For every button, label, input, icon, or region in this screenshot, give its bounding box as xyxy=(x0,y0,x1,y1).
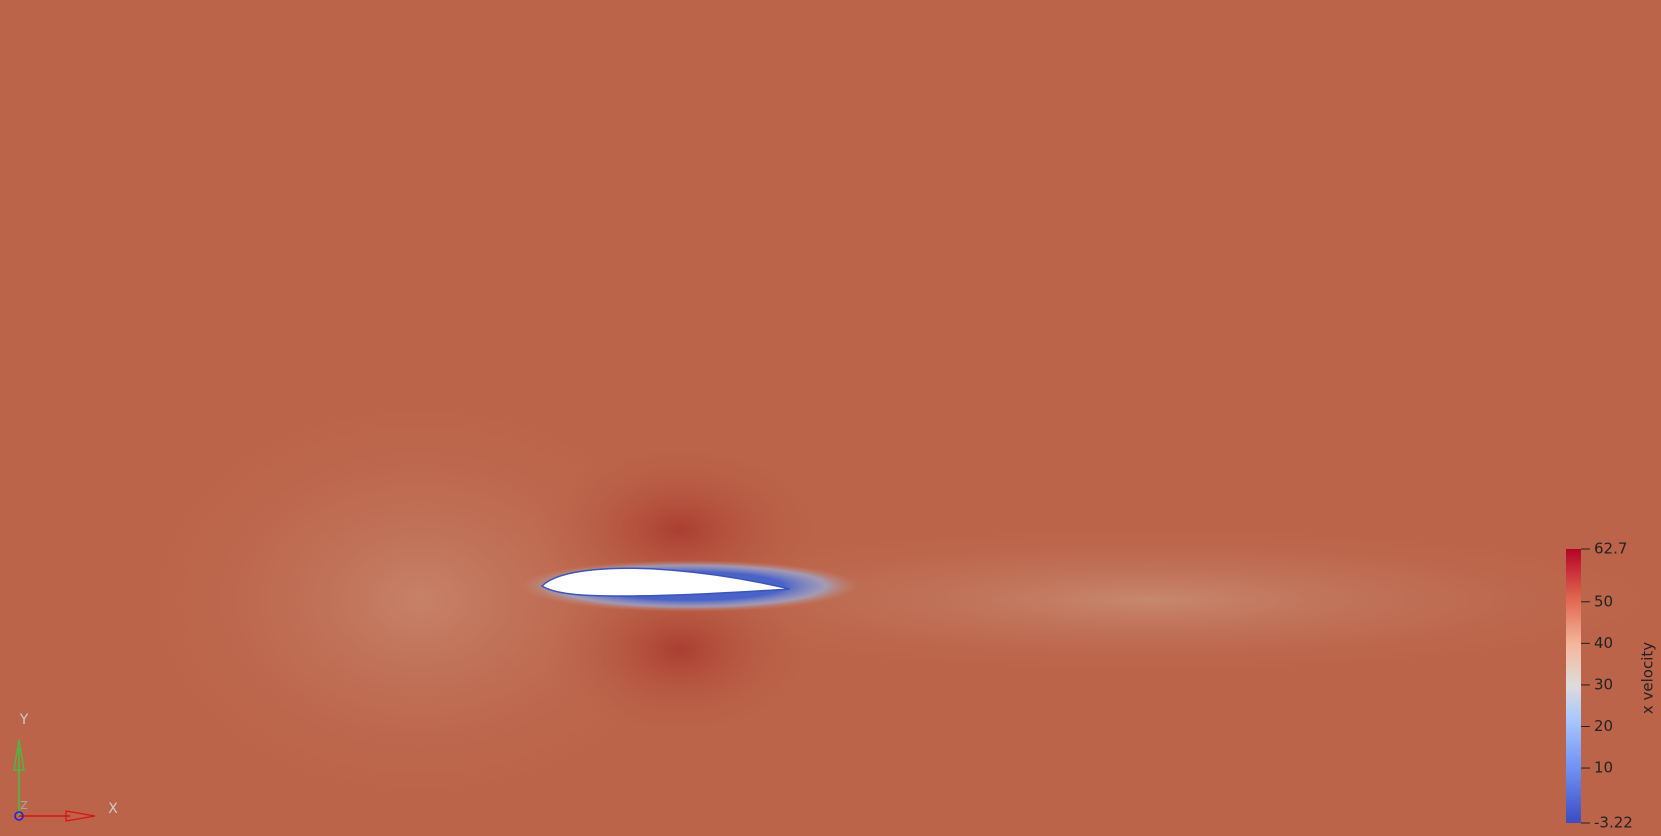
axes-triad: Y X Z xyxy=(13,712,118,822)
x-axis-label: X xyxy=(108,801,118,817)
colorbar-tick-label: 30 xyxy=(1594,675,1613,693)
colorbar-tick-label: 62.7 xyxy=(1594,540,1627,558)
wake xyxy=(590,520,1661,680)
colorbar-title: x velocity xyxy=(1639,642,1657,714)
airfoil xyxy=(540,567,791,597)
x-arrowhead xyxy=(65,810,96,822)
colorbar-tick-label: 10 xyxy=(1594,759,1613,777)
colorbar-tick-label: 40 xyxy=(1594,634,1613,652)
y-arrowhead xyxy=(13,739,25,771)
colorbar-tick-label: 50 xyxy=(1594,592,1613,610)
colorbar-tick-label: -3.22 xyxy=(1594,814,1633,832)
y-axis-label: Y xyxy=(19,712,29,728)
z-axis-marker xyxy=(14,811,24,821)
colorbar xyxy=(1566,549,1581,823)
colorbar-tick-label: 20 xyxy=(1594,717,1613,735)
z-axis-label: Z xyxy=(20,799,28,812)
